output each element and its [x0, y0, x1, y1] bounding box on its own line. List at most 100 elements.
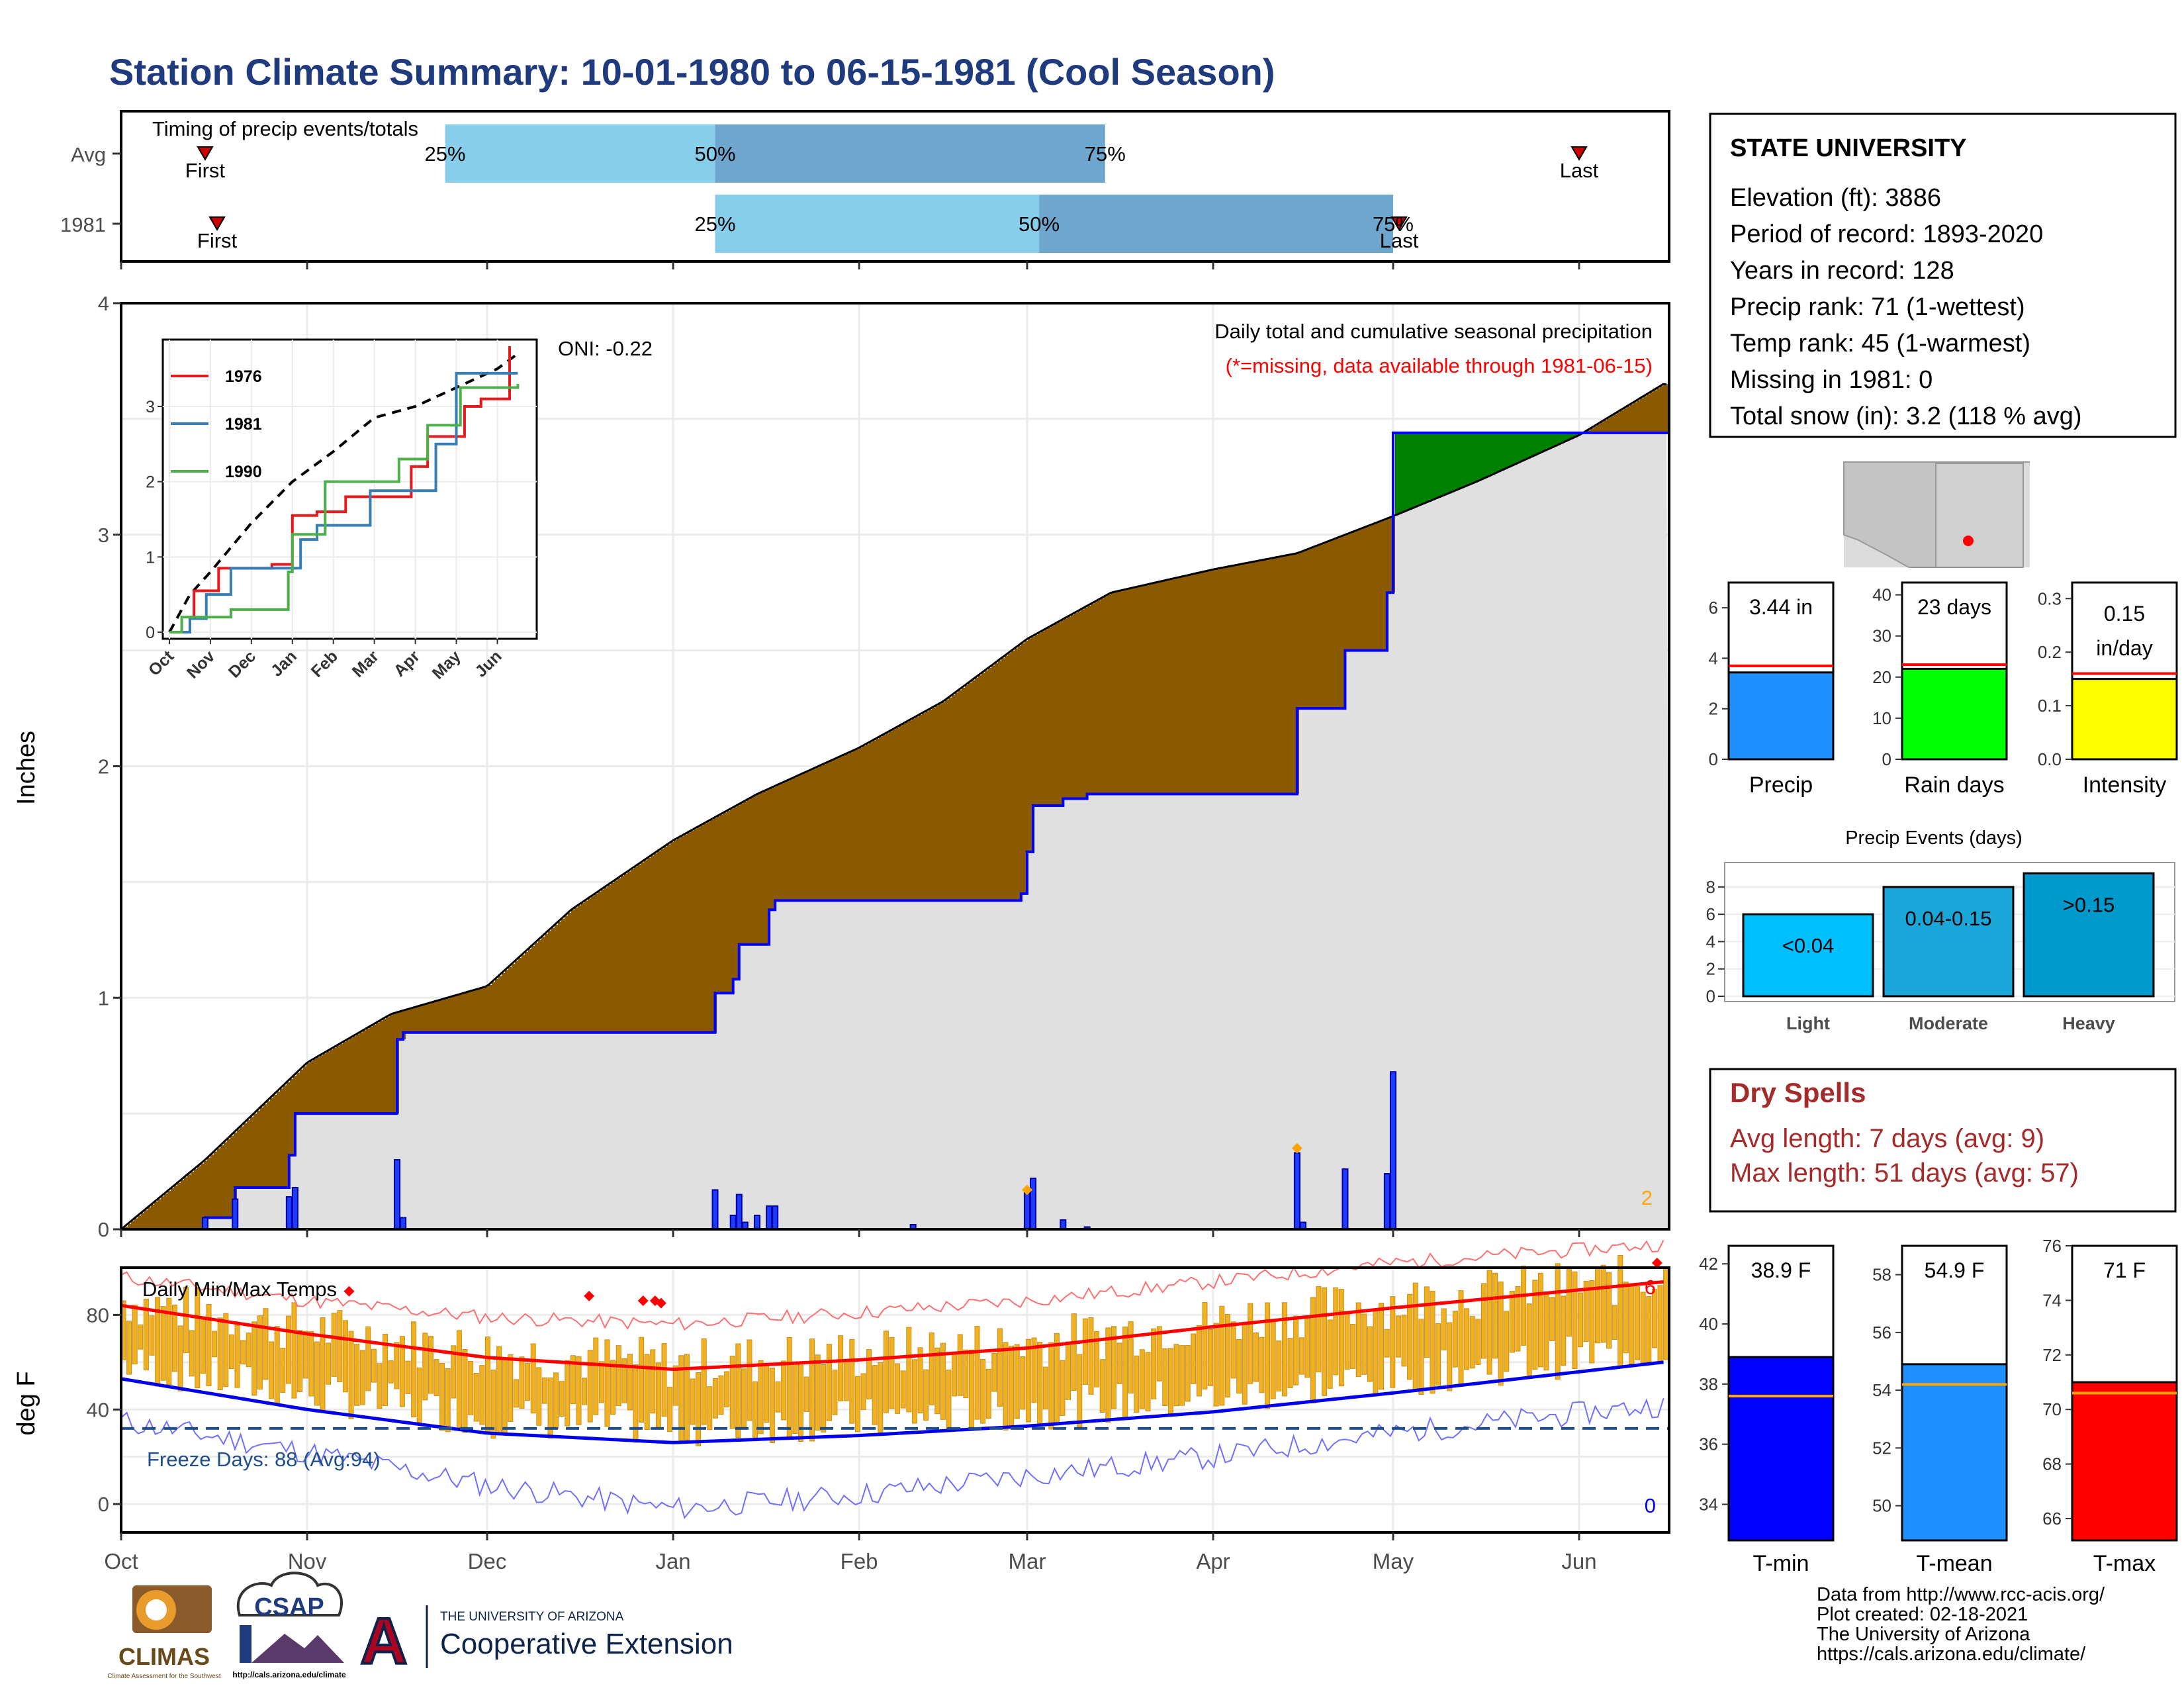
events-y-tick-label: 8	[1706, 877, 1715, 897]
mini-temp-y-tick-label: 52	[1872, 1438, 1891, 1458]
credit-line: Plot created: 02-18-2021	[1817, 1604, 2028, 1625]
credit-line: Data from http://www.rcc-acis.org/	[1817, 1584, 2105, 1605]
station-info-line: Years in record: 128	[1730, 257, 1954, 285]
climas-logo-subtext: Climate Assessment for the Southwest	[107, 1673, 220, 1680]
station-info-line: Total snow (in): 3.2 (118 % avg)	[1730, 402, 2082, 430]
csap-mountain-icon	[251, 1634, 344, 1663]
mini-bar-Precip	[1727, 671, 1835, 761]
dry-spells-avg: Avg length: 7 days (avg: 9)	[1730, 1124, 2044, 1153]
daily-precip-bar	[394, 1159, 401, 1230]
daily-precip-bar	[1342, 1168, 1349, 1230]
mini-temp-y-tick-label: 42	[1699, 1254, 1718, 1274]
mini-x-label: Rain days	[1904, 773, 2004, 798]
first-marker-icon	[208, 216, 226, 231]
events-bar-label: >0.15	[2063, 893, 2115, 916]
inset-legend-label: 1990	[225, 463, 262, 481]
events-y-tick-label: 6	[1706, 904, 1715, 924]
precip-y-tick-label: 1	[98, 986, 109, 1009]
mini-temp-value-label: 54.9 F	[1925, 1258, 1985, 1282]
ua-small-text: THE UNIVERSITY OF ARIZONA	[440, 1610, 624, 1624]
timing-q1-box	[445, 124, 715, 183]
record-high-marker-icon	[584, 1290, 595, 1301]
inset-frame	[161, 338, 538, 640]
timing-p75-label: 75%	[1085, 142, 1126, 165]
avg-min-line	[120, 1360, 1664, 1444]
timing-row-label: 1981	[60, 213, 106, 236]
mini-temp-y-tick-label: 34	[1699, 1495, 1718, 1515]
avg-max-line	[120, 1280, 1664, 1372]
inset-series-1976	[169, 346, 512, 633]
precip-y-tick-label: 3	[98, 524, 109, 547]
mini-bar-Rain days	[1901, 667, 2008, 761]
inset-y-tick-label: 3	[146, 398, 155, 416]
events-x-label: Heavy	[2062, 1013, 2115, 1033]
mini-temp-y-tick-label: 40	[1699, 1314, 1718, 1334]
climas-logo-text: CLIMAS	[118, 1643, 210, 1670]
daily-precip-bar	[1389, 1071, 1396, 1231]
daily-precip-bar	[400, 1217, 407, 1230]
events-bar-Moderate	[1882, 886, 2015, 998]
precip-y-axis-label: Inches	[13, 731, 40, 805]
daily-precip-bar	[1030, 1178, 1037, 1231]
avg-cumulative-line	[120, 383, 1666, 1231]
daily-precip-bar	[232, 1198, 239, 1230]
timing-q2-box	[715, 124, 1105, 183]
temp-y-tick-label: 40	[87, 1398, 109, 1421]
obs-cumulative-line	[121, 431, 1669, 1231]
mini-x-label: Intensity	[2083, 773, 2167, 798]
precip-corner-count: 2	[1641, 1186, 1653, 1209]
mini-y-tick-label: 0	[1709, 749, 1718, 769]
mini-value-label: 0.15	[2104, 602, 2145, 626]
events-bar-Light	[1742, 913, 1874, 998]
temp-y-tick-label: 0	[98, 1493, 109, 1516]
new-mexico-shape	[1935, 463, 2024, 568]
mini-y-tick-label: 30	[1872, 626, 1891, 646]
mini-y-tick-label: 20	[1872, 667, 1891, 687]
mini-temp-bar-T-max	[2071, 1381, 2178, 1542]
station-name: STATE UNIVERSITY	[1730, 134, 1967, 162]
mini-y-tick-label: 4	[1709, 648, 1718, 668]
precip-missing-note: (*=missing, data available through 1981-…	[1226, 354, 1653, 377]
record-min-line	[120, 1398, 1664, 1520]
timing-q1-box	[715, 195, 1040, 253]
daily-precip-bar	[1293, 1152, 1300, 1231]
mini-x-label: Precip	[1749, 773, 1813, 798]
last-marker-icon	[1570, 146, 1588, 161]
precip-y-tick-label: 0	[98, 1218, 109, 1241]
last-marker-icon	[1390, 216, 1408, 231]
snow-marker-icon	[1291, 1143, 1302, 1154]
month-label: Feb	[841, 1549, 878, 1573]
temp-y-axis-label: deg F	[13, 1371, 40, 1435]
mini-temp-bar-T-mean	[1901, 1363, 2008, 1542]
daily-precip-bar	[291, 1187, 298, 1231]
mini-y-tick-label: 10	[1872, 708, 1891, 728]
snow-marker-icon	[1021, 1184, 1032, 1196]
oni-label: ONI: -0.22	[558, 337, 653, 360]
month-label: May	[1373, 1549, 1414, 1573]
mini-temp-y-tick-label: 38	[1699, 1374, 1718, 1394]
mini-temp-value-label: 71 F	[2103, 1258, 2146, 1282]
events-title: Precip Events (days)	[1845, 827, 2023, 849]
inset-series-1990	[169, 383, 520, 633]
timing-row-label: Avg	[71, 143, 106, 166]
precip-below-region	[121, 432, 1669, 1229]
events-bar-Heavy	[2023, 872, 2155, 998]
mini-y-tick-label: 0.3	[2038, 588, 2062, 608]
timing-last-label: Last	[1560, 159, 1599, 182]
dry-spells-max: Max length: 51 days (avg: 57)	[1730, 1158, 2079, 1188]
daily-precip-bar	[766, 1205, 773, 1231]
mini-y-tick-label: 0	[1882, 749, 1891, 769]
station-info-line: Elevation (ft): 3886	[1730, 184, 1941, 212]
mini-temp-y-tick-label: 50	[1872, 1496, 1891, 1516]
precip-y-tick-label: 4	[98, 292, 109, 315]
mini-temp-y-tick-label: 54	[1872, 1380, 1891, 1400]
mini-temp-x-label: T-min	[1753, 1551, 1809, 1576]
mini-y-tick-label: 0.2	[2038, 642, 2062, 662]
mini-temp-y-tick-label: 74	[2042, 1290, 2062, 1310]
csap-bars-icon	[240, 1625, 251, 1663]
credit-line: https://cals.arizona.edu/climate/	[1817, 1644, 2086, 1665]
mini-y-tick-label: 40	[1872, 585, 1891, 605]
first-marker-icon	[197, 146, 214, 161]
month-label: Oct	[104, 1549, 138, 1573]
